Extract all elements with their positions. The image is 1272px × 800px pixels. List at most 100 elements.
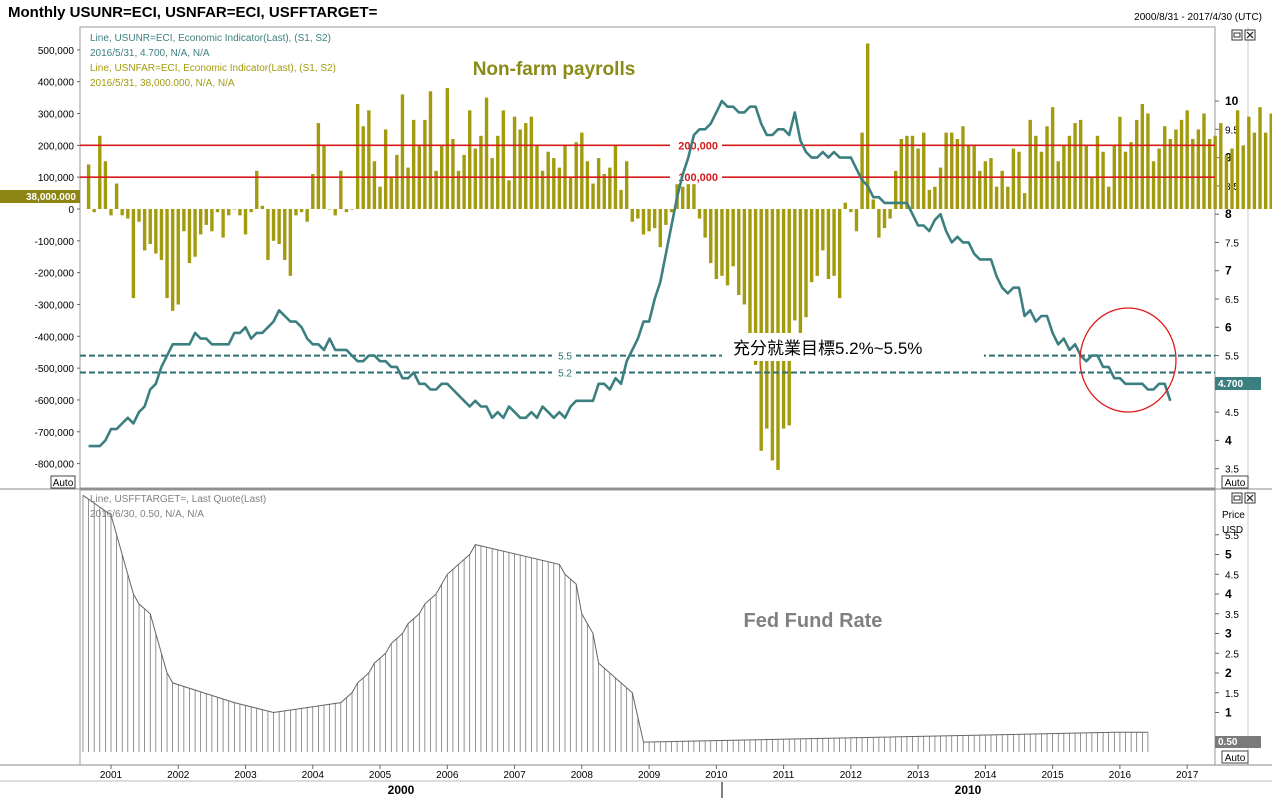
fed-axis-tick-label: 1.5 (1225, 689, 1239, 700)
payroll-bar (1269, 113, 1272, 209)
payroll-bar (154, 209, 158, 254)
left-axis-tick-label: 100,000 (38, 173, 75, 184)
payroll-bar (327, 209, 332, 210)
payroll-bar (1207, 138, 1212, 209)
fed-axis-tick-label: 3.5 (1225, 610, 1239, 621)
x-axis-year-label: 2004 (302, 770, 325, 781)
highlight-circle (1079, 307, 1177, 413)
payroll-bar (624, 161, 629, 209)
payroll-bar (176, 209, 180, 305)
payroll-bar (305, 209, 309, 222)
payroll-bar (793, 209, 797, 321)
x-axis-decade-2000: 2000 (388, 783, 415, 797)
payroll-bar (350, 209, 354, 210)
target-annotation: 充分就業目標5.2%~5.5% (733, 339, 922, 358)
payroll-bar (837, 209, 842, 299)
payrolls-panel-restore-button[interactable] (1231, 29, 1243, 41)
payroll-bar (227, 209, 231, 216)
payroll-bar (249, 209, 253, 213)
fed-auto-button[interactable] (1221, 750, 1249, 764)
payroll-bar (1263, 132, 1268, 209)
current-bar-value: 38,000.000 (26, 192, 76, 203)
fed-axis-tick-label: 3 (1225, 627, 1232, 641)
payroll-bar (748, 209, 752, 356)
payroll-bar (372, 161, 377, 209)
payroll-bar (753, 209, 758, 365)
payroll-bar (1039, 151, 1044, 209)
fed-panel-close-icon (1246, 494, 1254, 502)
payroll-bar (518, 129, 522, 209)
payroll-bar (1196, 129, 1201, 209)
payroll-bar (114, 183, 119, 209)
payroll-bar (187, 209, 192, 264)
payroll-bar (809, 209, 814, 283)
left-axis-tick-label: -700,000 (35, 428, 75, 439)
payroll-bar (849, 209, 853, 213)
left-axis-tick-label: -100,000 (35, 237, 75, 248)
payroll-bar (826, 209, 831, 280)
right-axis-tick-label: 7 (1225, 264, 1232, 278)
chart-title: Monthly USUNR=ECI, USNFAR=ECI, USFFTARGE… (8, 4, 378, 21)
payroll-bar (703, 209, 707, 238)
payroll-bar (266, 209, 270, 260)
threshold-label: 100,000 (678, 172, 718, 184)
x-axis-year-label: 2017 (1176, 770, 1199, 781)
payroll-bar (468, 110, 472, 209)
x-axis-decade-2010: 2010 (955, 783, 982, 797)
payroll-bar (714, 209, 719, 280)
payroll-bar (131, 209, 136, 299)
payroll-bar (540, 170, 545, 209)
payroll-bar (142, 209, 147, 251)
fed-axis-tick-label: 4.5 (1225, 570, 1239, 581)
payroll-bar (725, 209, 730, 286)
payroll-bar (243, 209, 248, 235)
payroll-bar (451, 138, 455, 209)
payroll-bar (922, 132, 926, 209)
payroll-bar (854, 209, 859, 232)
payroll-bar (428, 91, 433, 209)
payrolls-panel-close-icon (1246, 31, 1254, 39)
payroll-bar (787, 209, 791, 426)
right-axis-tick-label: 7.5 (1225, 238, 1239, 249)
payroll-bar (221, 209, 225, 238)
payroll-bar (557, 167, 562, 209)
x-axis-year-label: 2005 (369, 770, 392, 781)
payroll-bar (170, 209, 175, 311)
left-auto-button[interactable] (50, 475, 76, 489)
payroll-bar (367, 110, 371, 209)
left-axis-tick-label: 200,000 (38, 141, 75, 152)
payroll-bar (742, 209, 747, 305)
payroll-bar (507, 180, 511, 209)
payroll-bar (490, 158, 494, 209)
right-axis-tick-label: 5.5 (1225, 352, 1239, 363)
payroll-bar (591, 183, 595, 209)
left-axis-tick-label: -400,000 (35, 332, 75, 343)
right-axis-tick-label: 10 (1225, 94, 1239, 108)
payroll-bar (1174, 129, 1178, 209)
payroll-bar (843, 202, 847, 209)
fed-auto-label: Auto (1225, 753, 1246, 764)
payroll-bar (137, 209, 141, 222)
right-axis-tick-label: 6.5 (1225, 295, 1239, 306)
payroll-bar (1045, 126, 1049, 209)
payroll-bar (260, 205, 265, 209)
payroll-bar (989, 158, 993, 209)
right-auto-button[interactable] (1221, 475, 1249, 489)
fed-panel-restore-button[interactable] (1231, 492, 1243, 504)
payroll-bar (1095, 135, 1100, 209)
payroll-bar (193, 209, 197, 257)
payroll-bar (288, 209, 293, 276)
payroll-bar (602, 173, 606, 209)
payroll-bar (204, 209, 208, 225)
payroll-bar (501, 110, 506, 209)
x-axis-year-label: 2011 (773, 770, 795, 781)
payroll-bar (652, 209, 657, 229)
payroll-bar (1101, 151, 1105, 209)
payroll-bar (860, 132, 864, 209)
payroll-bar (580, 132, 584, 209)
payroll-bar (406, 167, 410, 209)
payroll-bar (596, 158, 601, 209)
payroll-bar (1252, 132, 1257, 209)
payroll-bar (865, 43, 870, 210)
current-line-tag (1215, 377, 1261, 390)
